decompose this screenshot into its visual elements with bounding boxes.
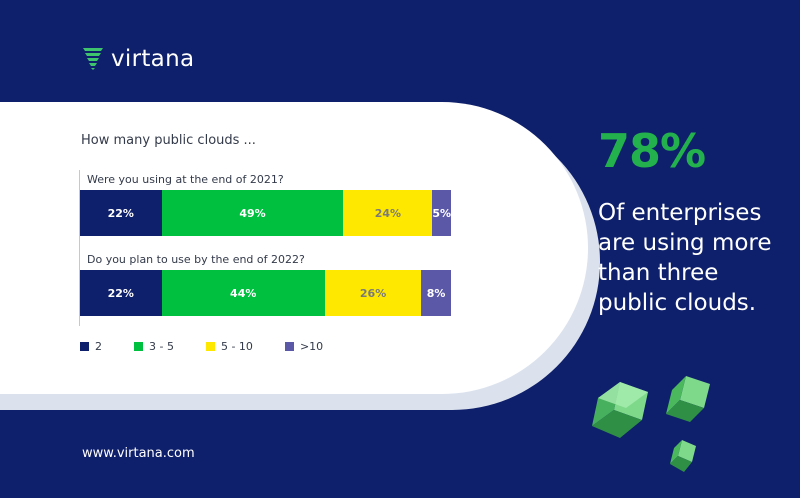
cube-small [670, 440, 696, 472]
legend-swatch [284, 342, 294, 351]
data-label: 22% [107, 286, 134, 300]
bar-segment: 24% [343, 190, 433, 236]
highlight-line: public clouds. [598, 290, 757, 316]
legend-item: 5 - 10 [205, 340, 253, 353]
question-label: Do you plan to use by the end of 2022? [87, 253, 305, 266]
legend-swatch [134, 342, 143, 351]
highlight-line: than three [598, 260, 719, 286]
bar-segment: 49% [161, 190, 344, 236]
bar-segment: 26% [324, 270, 422, 316]
data-label: 8% [426, 286, 446, 300]
cubes-decoration-icon [592, 376, 710, 472]
highlight-description: Of enterprises are using more than three… [598, 198, 788, 318]
data-label: 44% [230, 286, 257, 300]
question-label: Were you using at the end of 2021? [87, 173, 284, 186]
legend-label: 5 - 10 [220, 340, 253, 353]
website-url[interactable]: www.virtana.com [82, 446, 195, 461]
highlight-line: are using more [598, 230, 772, 256]
legend-label: >10 [299, 340, 324, 353]
bar-segment: 44% [161, 270, 325, 316]
legend-item: 3 - 5 [134, 340, 174, 353]
data-label: 5% [432, 206, 452, 220]
bar-segment: 22% [80, 190, 162, 236]
legend-label: 2 [95, 340, 102, 353]
virtana-logo-icon [83, 48, 103, 70]
data-label: 49% [239, 206, 266, 220]
chart-panel [0, 102, 588, 394]
legend-swatch [80, 342, 89, 351]
legend: 2 3 - 5 5 - 10 >10 [80, 340, 355, 353]
logo: virtana [83, 46, 194, 72]
legend-item: 2 [80, 340, 102, 353]
bar-segment: 8% [421, 270, 451, 316]
legend-item: >10 [284, 340, 324, 353]
data-label: 22% [107, 206, 134, 220]
data-label: 26% [359, 286, 387, 300]
bar-row: 22% 49% 24% 5% [80, 190, 451, 236]
data-label: 24% [374, 206, 402, 220]
bar-row: 22% 44% 26% 8% [80, 270, 451, 316]
chart-axis-line [79, 170, 80, 326]
cube-medium [666, 376, 710, 422]
bar-segment: 5% [432, 190, 451, 236]
bar-segment: 22% [80, 270, 162, 316]
legend-label: 3 - 5 [149, 340, 174, 353]
legend-swatch [205, 342, 215, 351]
highlight-value: 78% [598, 124, 706, 178]
cube-large [592, 382, 648, 438]
brand-name: virtana [111, 46, 195, 72]
chart-title: How many public clouds ... [81, 133, 256, 148]
highlight-line: Of enterprises [598, 200, 762, 226]
